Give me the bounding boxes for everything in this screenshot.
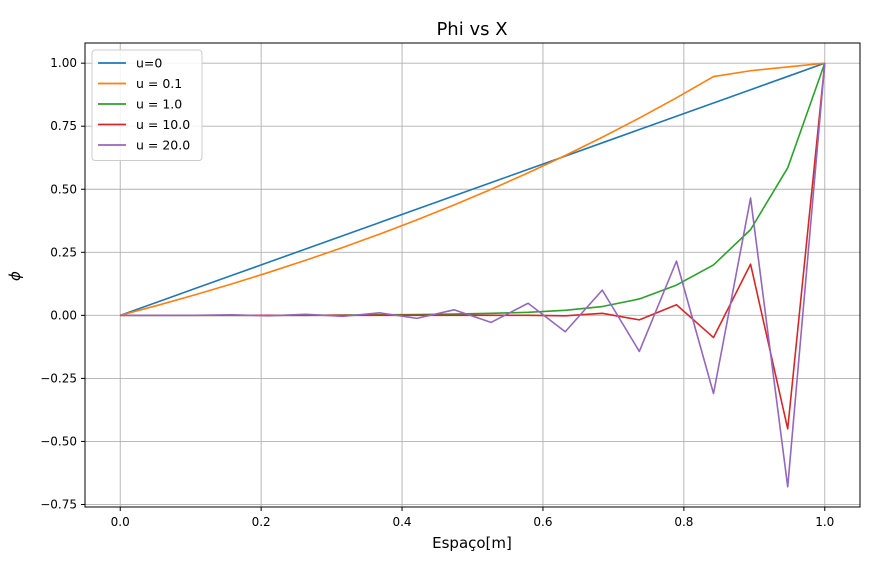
y-tick-label: −0.25 bbox=[40, 371, 77, 385]
legend-label: u=0 bbox=[136, 56, 162, 71]
y-tick-label: −0.75 bbox=[40, 497, 77, 511]
x-axis-ticks: 0.0 0.2 0.4 0.6 0.8 1.0 bbox=[111, 507, 834, 529]
chart-title: Phi vs X bbox=[436, 19, 507, 40]
y-tick-label: 0.00 bbox=[50, 308, 77, 322]
y-tick-label: −0.50 bbox=[40, 434, 77, 448]
legend-label: u = 10.0 bbox=[136, 117, 190, 132]
series-line-1 bbox=[120, 62, 825, 317]
y-tick-label: 0.25 bbox=[50, 245, 77, 259]
y-tick-label: 0.75 bbox=[50, 119, 77, 133]
x-tick-label: 0.8 bbox=[674, 515, 693, 529]
series-line-4 bbox=[120, 63, 826, 488]
plot-frame bbox=[84, 42, 861, 508]
legend-label: u = 20.0 bbox=[136, 138, 190, 153]
x-tick-label: 0.2 bbox=[252, 515, 271, 529]
x-tick-label: 1.0 bbox=[815, 515, 834, 529]
y-axis-title: ϕ bbox=[6, 271, 24, 281]
y-axis-ticks: −0.75 −0.50 −0.25 0.00 0.25 0.50 0.75 1.00 bbox=[40, 56, 85, 511]
x-tick-label: 0.0 bbox=[111, 515, 130, 529]
legend-label: u = 0.1 bbox=[136, 76, 182, 91]
legend: u=0 u = 0.1 u = 1.0 u = 10.0 u = 20.0 bbox=[91, 49, 203, 161]
x-tick-label: 0.4 bbox=[392, 515, 411, 529]
legend-box bbox=[91, 49, 203, 161]
legend-label: u = 1.0 bbox=[136, 97, 182, 112]
y-tick-label: 0.50 bbox=[50, 182, 77, 196]
series-line-0 bbox=[119, 62, 826, 317]
x-tick-label: 0.6 bbox=[533, 515, 552, 529]
series-lines bbox=[119, 62, 826, 488]
y-tick-label: 1.00 bbox=[50, 56, 77, 70]
x-axis-title: Espaço[m] bbox=[432, 534, 512, 552]
